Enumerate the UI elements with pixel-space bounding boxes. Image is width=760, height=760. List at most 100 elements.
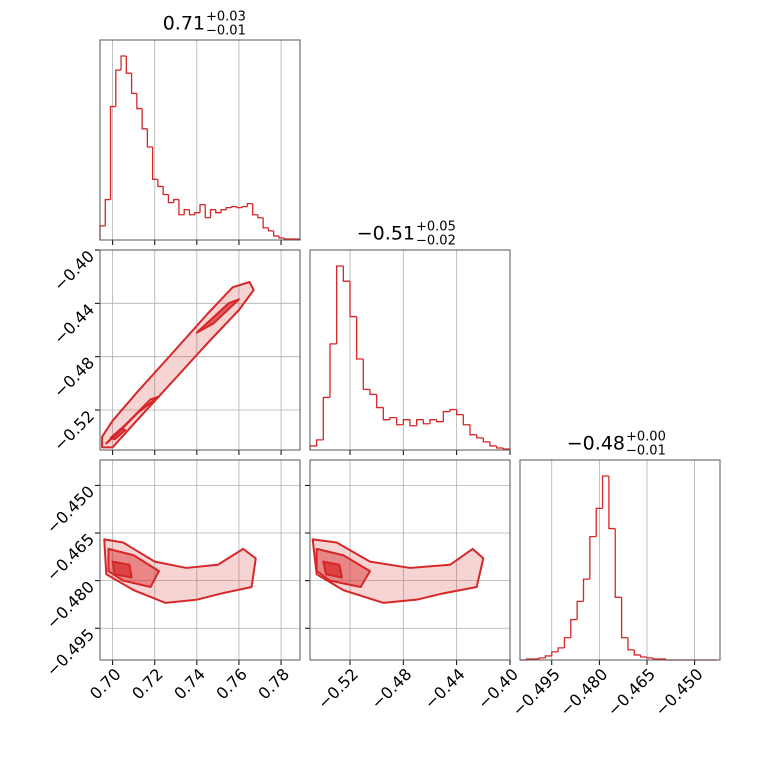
histogram-bin (538, 657, 546, 659)
histogram-bin (173, 198, 179, 203)
histogram-bin (204, 204, 211, 219)
histogram-bin (273, 230, 279, 237)
histogram-bin (236, 206, 243, 209)
panel-frame (99, 249, 301, 451)
histogram-bin (469, 424, 477, 436)
y-tick-label: −0.495 (43, 625, 98, 680)
contour (315, 547, 371, 588)
histogram-bin (489, 441, 497, 447)
histogram-bin (251, 203, 258, 216)
histogram-bin (576, 600, 584, 620)
histogram-bin (257, 214, 264, 219)
histogram-bin (462, 414, 470, 426)
y-tick-label: −0.465 (43, 530, 98, 585)
histogram-bin (146, 128, 153, 148)
histogram-bin (194, 212, 200, 215)
histogram-bin (167, 194, 174, 204)
histogram-bin (620, 597, 628, 639)
histogram-bin (349, 281, 357, 318)
title-plus: +0.00 (626, 430, 666, 445)
histogram-bin (120, 55, 127, 71)
histogram-bin (369, 389, 377, 396)
histogram-bin (402, 419, 410, 425)
histogram-bin (646, 656, 654, 659)
histogram-bin (382, 407, 390, 421)
panel-frame (519, 459, 721, 661)
histogram-bin (130, 73, 137, 95)
histogram-bin (429, 419, 437, 424)
contour (311, 538, 485, 604)
title-minus: −0.01 (626, 444, 666, 459)
x-tick-label: −0.52 (314, 665, 362, 713)
histogram-bin (356, 316, 364, 360)
y-tick-label: −0.48 (50, 353, 98, 401)
contour (111, 560, 133, 579)
contour (103, 538, 257, 604)
histogram-bin (141, 108, 148, 130)
histogram-bin (151, 146, 158, 180)
histogram-bin (436, 419, 444, 423)
histogram-bin (125, 56, 132, 74)
panel-frame (99, 39, 301, 241)
x-tick-label: 0.70 (86, 665, 125, 704)
histogram-bin (551, 651, 559, 656)
histogram-bin (241, 205, 248, 208)
histogram-bin (215, 209, 222, 214)
x-tick-label: −0.480 (556, 665, 611, 720)
y-tick-label: −0.40 (50, 247, 98, 295)
histogram-bin (416, 419, 424, 426)
x-tick-label: −0.465 (604, 665, 659, 720)
histogram-bin (162, 186, 169, 196)
histogram-bin (283, 237, 290, 240)
x-tick-label: 0.76 (212, 665, 251, 704)
histogram-bin (496, 445, 504, 449)
histogram-bin (482, 437, 490, 443)
histogram-bin (362, 359, 370, 390)
histogram-bin (209, 209, 216, 218)
histogram-bin (557, 647, 565, 652)
histogram-bin (316, 439, 324, 446)
histogram-bin (442, 410, 450, 422)
title-plus: +0.05 (416, 220, 456, 235)
histogram-bin (109, 105, 116, 200)
histogram-bin (99, 225, 106, 240)
histogram-bin (608, 476, 616, 530)
histogram-bin (376, 394, 384, 409)
contour (107, 547, 160, 588)
histogram-bin (639, 654, 647, 658)
panel-frame (309, 459, 511, 661)
histogram-bin (601, 475, 609, 509)
histogram-bin (342, 266, 350, 282)
panel-title: −0.51 (357, 223, 415, 245)
histogram-bin (230, 205, 237, 208)
histogram-bin (652, 657, 660, 660)
histogram-bin (595, 507, 603, 537)
histogram-bin (633, 649, 641, 656)
y-tick-label: −0.480 (43, 577, 98, 632)
histogram-bin (389, 416, 397, 420)
histogram-bin (225, 206, 232, 210)
title-minus: −0.02 (416, 234, 456, 249)
x-tick-label: −0.48 (367, 665, 415, 713)
x-tick-label: 0.74 (170, 665, 209, 704)
histogram-bin (178, 199, 185, 216)
histogram-bin (422, 419, 430, 425)
x-tick-label: 0.78 (254, 665, 293, 704)
panel-frame (99, 459, 301, 661)
histogram-bin (220, 209, 227, 213)
histogram-bin (544, 655, 552, 658)
histogram-bin (582, 578, 590, 602)
histogram-bin (329, 343, 337, 398)
panel-title: −0.48 (567, 433, 625, 455)
histogram-bin (267, 227, 274, 232)
histogram-bin (322, 396, 330, 440)
y-tick-label: −0.44 (50, 300, 98, 348)
histogram-bin (589, 536, 597, 580)
x-tick-label: −0.450 (651, 665, 706, 720)
contour (109, 427, 127, 441)
histogram-bin (104, 198, 111, 226)
y-tick-label: −0.52 (50, 407, 98, 455)
histogram-bin (136, 93, 143, 110)
histogram-bin (309, 445, 317, 450)
